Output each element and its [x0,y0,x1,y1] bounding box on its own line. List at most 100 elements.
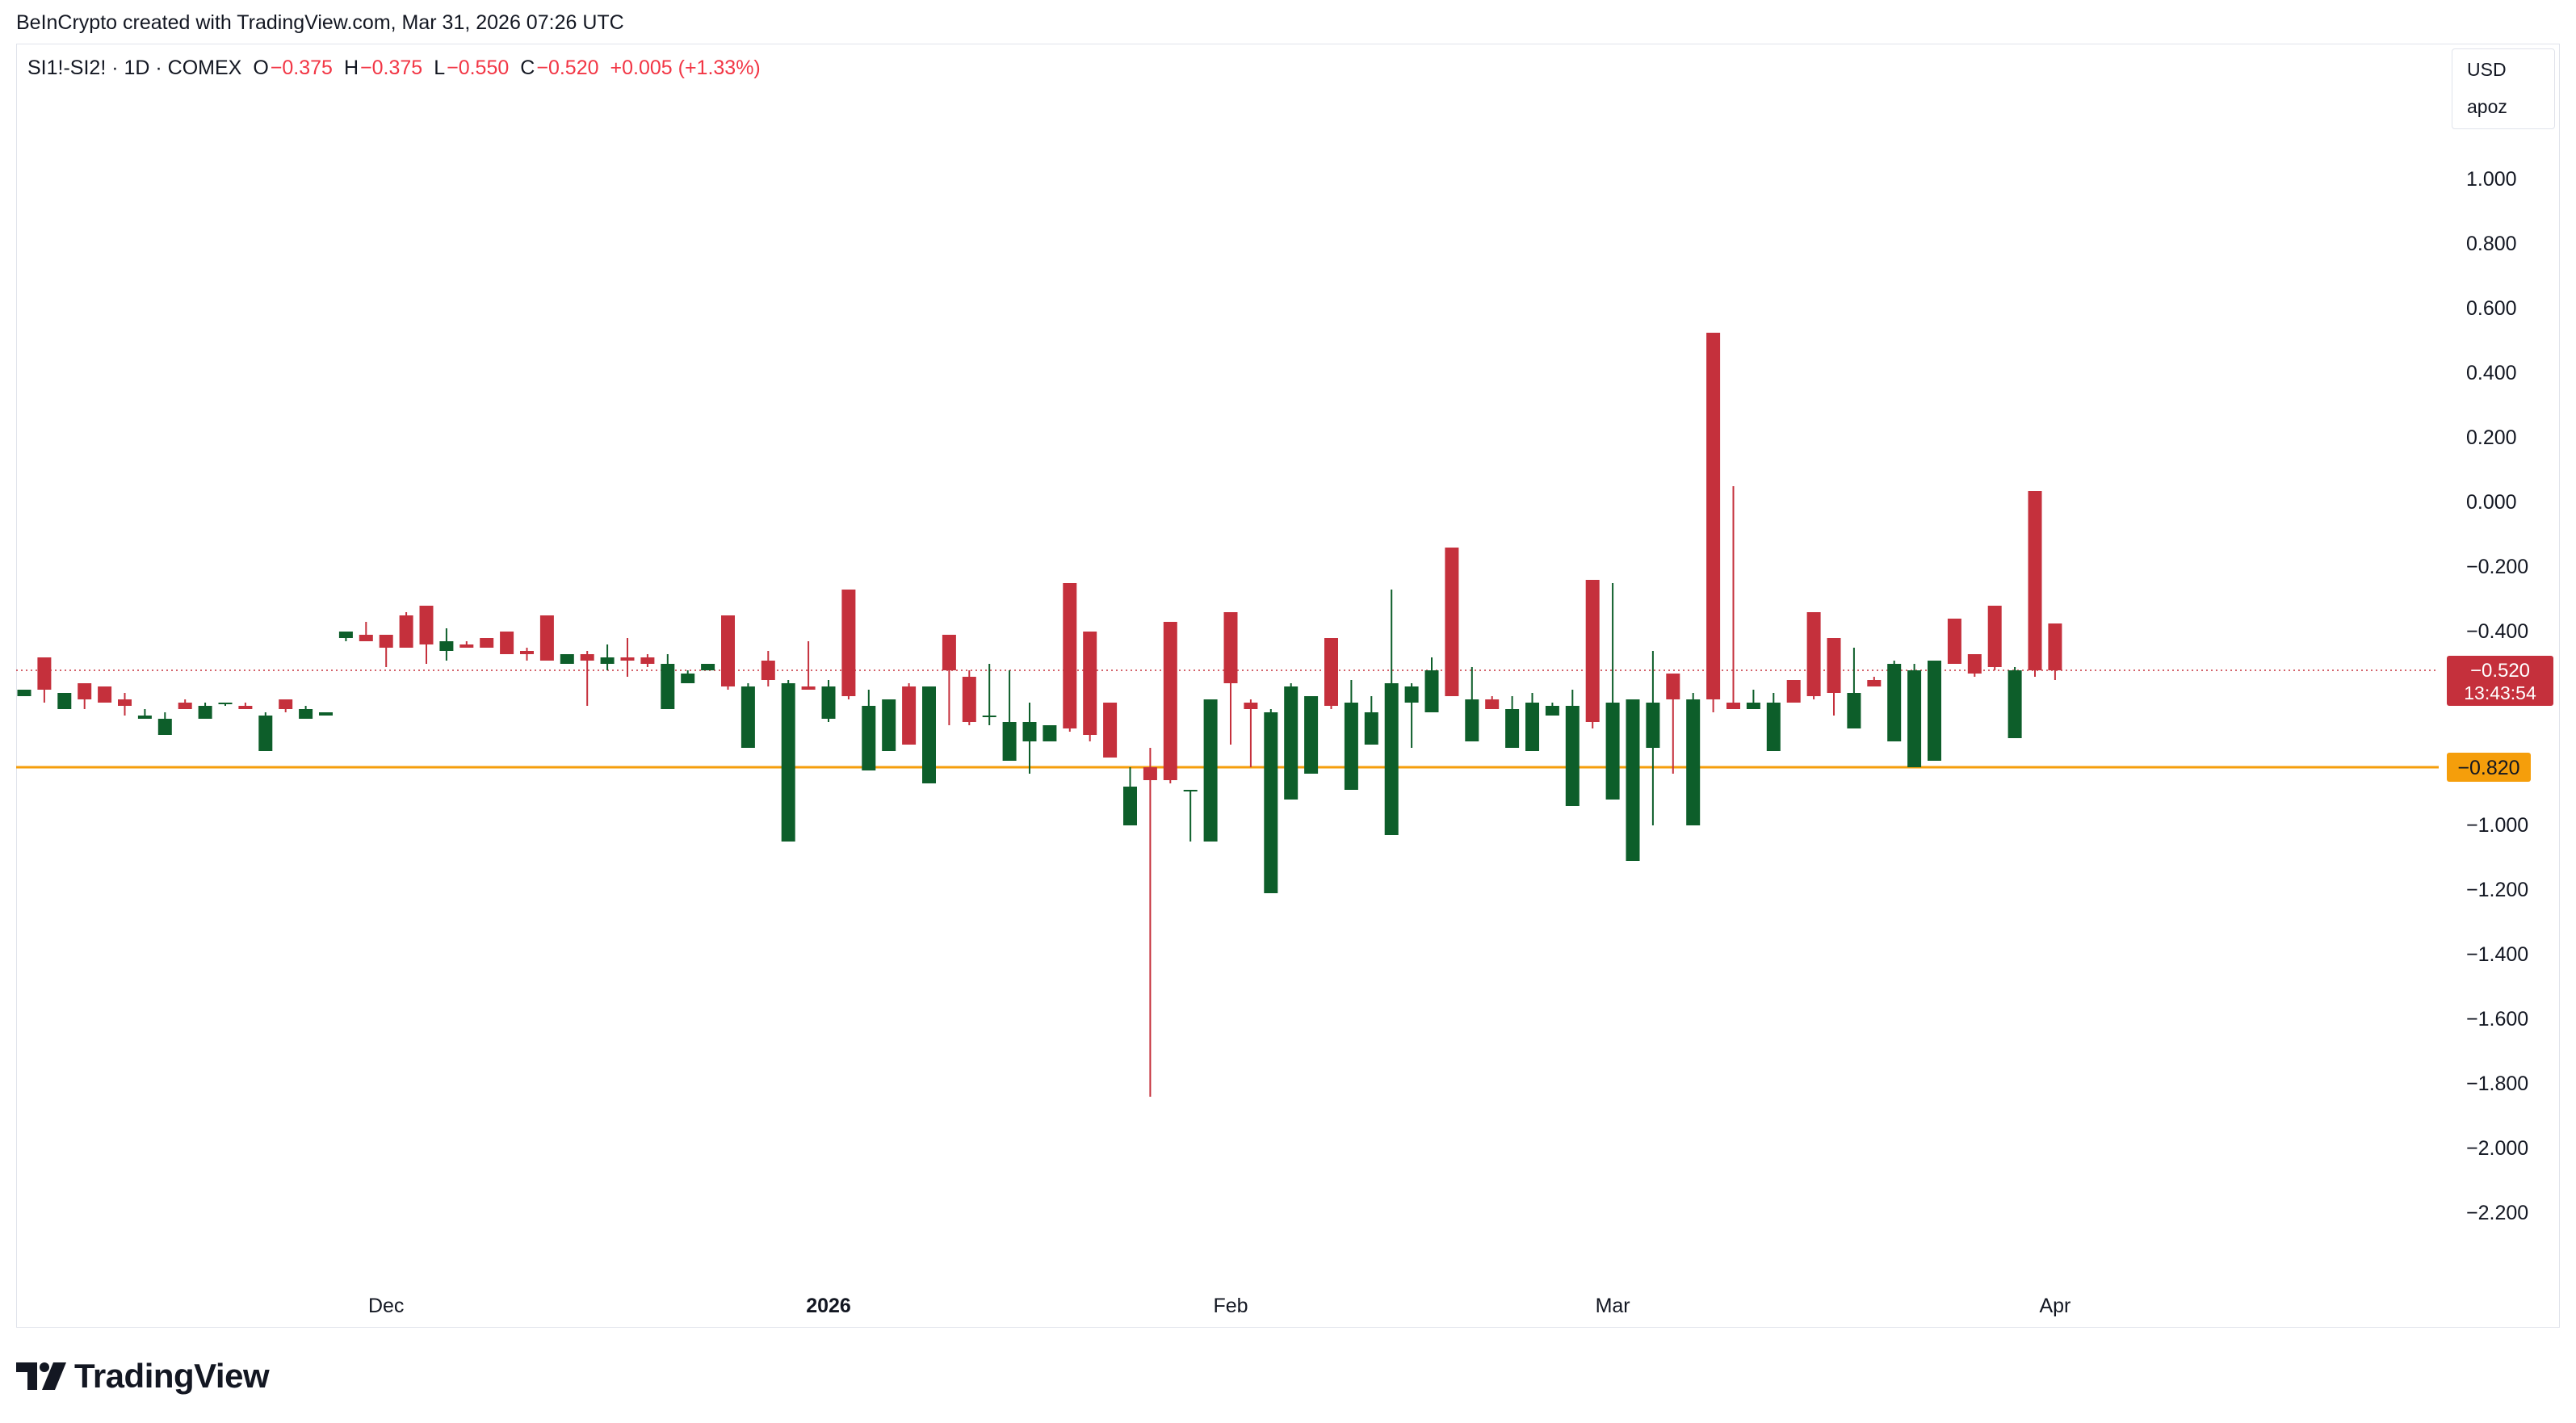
candle [218,703,233,706]
candle [922,686,936,783]
candle [1545,703,1559,716]
bar-countdown: 13:43:54 [2464,682,2536,703]
candle-body [701,664,715,670]
candle-body [962,677,976,722]
y-tick-label: 0.200 [2466,426,2517,449]
candle-body [299,709,313,719]
candle [560,654,574,664]
candle-body [1223,612,1238,683]
candle [2048,623,2062,680]
y-tick-label: −1.200 [2466,879,2528,901]
candle [1364,696,1378,745]
candle [1947,619,1961,664]
candle [1907,664,1922,767]
candle [1384,590,1399,835]
currency-label[interactable]: USD [2467,59,2507,80]
y-tick-label: 0.400 [2466,362,2517,384]
candle-body [1485,699,1500,709]
x-tick-label: Mar [1596,1295,1630,1317]
candle [740,683,755,748]
candle [1525,693,1539,751]
x-tick-label: Feb [1213,1295,1248,1317]
tradingview-logo-icon [16,1362,66,1390]
candle [1827,638,1841,716]
candle [801,641,816,690]
candle [1987,606,2002,670]
candle-body [1605,703,1620,800]
candle [1786,680,1801,703]
candle [319,712,333,716]
chart-frame[interactable] [16,44,2560,1328]
tradingview-logo[interactable]: TradingView [16,1357,270,1396]
y-tick-label: −1.000 [2466,814,2528,837]
currency-unit-box[interactable]: USD apoz [2452,48,2555,129]
candle [1284,683,1298,800]
candle-body [1525,703,1539,751]
symbol-info[interactable]: SI1!-SI2! · 1D · COMEX [27,57,242,79]
candle [299,706,313,719]
candle-body [399,615,413,648]
candle-body [1043,725,1057,741]
candle [338,632,353,641]
candle [1424,657,1439,712]
candle-body [1123,787,1137,825]
candle [258,712,273,751]
candle [2028,491,2042,677]
candle [942,635,956,725]
candle [1324,638,1338,709]
level-price-value: −0.820 [2457,757,2519,779]
candle-body [1867,680,1882,686]
candle-body [1465,699,1479,741]
candle-body [258,716,273,751]
candle-body [1887,664,1902,741]
level-price-tag: −0.820 [2447,753,2531,782]
candle-body [942,635,956,670]
candle-body [1203,699,1218,842]
open-value-group: O−0.375 [253,57,333,80]
candle-body [57,693,72,709]
candle-body [1424,670,1439,712]
candle-body [198,706,212,719]
candle [1123,767,1137,825]
candle-body [1143,767,1157,780]
candle [1223,612,1238,745]
candle-body [157,719,172,735]
candle-body [1585,580,1600,722]
x-tick-label: Apr [2039,1295,2070,1317]
candle [480,638,494,648]
price-axis[interactable]: 1.000 0.800 0.600 0.400 0.200 0.000 −0.200 −0.4… [2466,168,2528,1224]
candle-body [1626,699,1640,861]
candle-body [1344,703,1358,790]
candle [37,657,52,703]
y-tick-label: 0.600 [2466,297,2517,320]
candle-body [1505,709,1520,748]
candle-body [1947,619,1961,664]
candle [279,699,293,712]
candle [580,651,594,706]
candle [1002,670,1017,761]
high-value-group: H−0.375 [344,57,422,80]
candle [781,680,795,842]
candle-body [137,716,152,719]
candle-body [539,615,554,661]
unit-label[interactable]: apoz [2467,96,2507,117]
candle [178,699,192,709]
candle [2008,667,2022,738]
y-tick-label: 1.000 [2466,168,2517,191]
candle [1686,693,1701,825]
candle-body [359,635,373,641]
candle-body [1445,548,1459,696]
candle-body [821,686,836,719]
candle [98,686,112,703]
candle-body [37,657,52,690]
time-axis[interactable]: Dec 2026 Feb Mar Apr [368,1295,2070,1317]
candle [1706,333,1721,712]
candle [620,638,635,677]
candle [1163,622,1177,783]
candle-body [459,644,474,648]
candle [1244,699,1258,767]
candle-body [1646,703,1660,748]
candle-body [1967,654,1982,674]
candle-body [1284,686,1298,800]
